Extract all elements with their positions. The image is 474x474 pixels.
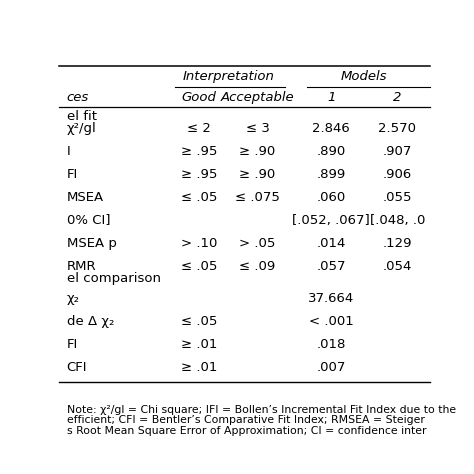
Text: ≤ 2: ≤ 2 (187, 121, 211, 135)
Text: 37.664: 37.664 (308, 292, 354, 305)
Text: .899: .899 (317, 167, 346, 181)
Text: .014: .014 (317, 237, 346, 249)
Text: ≥ .01: ≥ .01 (181, 338, 217, 351)
Text: χ₂: χ₂ (66, 292, 80, 305)
Text: ≥ .95: ≥ .95 (181, 167, 217, 181)
Text: .007: .007 (317, 361, 346, 374)
Text: > .05: > .05 (239, 237, 276, 249)
Text: .057: .057 (316, 259, 346, 273)
Text: ≤ 3: ≤ 3 (246, 121, 270, 135)
Text: el comparison: el comparison (66, 272, 161, 285)
Text: efficient; CFI = Bentler’s Comparative Fit Index; RMSEA = Steiger: efficient; CFI = Bentler’s Comparative F… (66, 415, 425, 425)
Text: .906: .906 (383, 167, 412, 181)
Text: [.052, .067]: [.052, .067] (292, 213, 370, 227)
Text: 2.846: 2.846 (312, 121, 350, 135)
Text: FI: FI (66, 338, 78, 351)
Text: < .001: < .001 (309, 315, 354, 328)
Text: .054: .054 (383, 259, 412, 273)
Text: I: I (66, 145, 70, 157)
Text: > .10: > .10 (181, 237, 217, 249)
Text: ≤ .05: ≤ .05 (181, 191, 217, 203)
Text: ≥ .95: ≥ .95 (181, 145, 217, 157)
Text: ces: ces (66, 91, 89, 104)
Text: MSEA p: MSEA p (66, 237, 117, 249)
Text: ≤ .075: ≤ .075 (235, 191, 280, 203)
Text: Acceptable: Acceptable (221, 91, 294, 104)
Text: ≤ .05: ≤ .05 (181, 315, 217, 328)
Text: RMR: RMR (66, 259, 96, 273)
Text: χ²/gl: χ²/gl (66, 121, 96, 135)
Text: 0% CI]: 0% CI] (66, 213, 110, 227)
Text: 2: 2 (393, 91, 401, 104)
Text: FI: FI (66, 167, 78, 181)
Text: Models: Models (341, 71, 387, 83)
Text: .129: .129 (383, 237, 412, 249)
Text: .890: .890 (317, 145, 346, 157)
Text: ≤ .09: ≤ .09 (239, 259, 276, 273)
Text: de Δ χ₂: de Δ χ₂ (66, 315, 114, 328)
Text: CFI: CFI (66, 361, 87, 374)
Text: s Root Mean Square Error of Approximation; CI = confidence inter: s Root Mean Square Error of Approximatio… (66, 426, 426, 436)
Text: el fit: el fit (66, 109, 97, 122)
Text: Note: χ²/gl = Chi square; IFI = Bollen’s Incremental Fit Index due to the: Note: χ²/gl = Chi square; IFI = Bollen’s… (66, 405, 456, 415)
Text: MSEA: MSEA (66, 191, 104, 203)
Text: .907: .907 (383, 145, 412, 157)
Text: [.048, .0: [.048, .0 (370, 213, 425, 227)
Text: 2.570: 2.570 (378, 121, 416, 135)
Text: .055: .055 (383, 191, 412, 203)
Text: .018: .018 (317, 338, 346, 351)
Text: ≥ .01: ≥ .01 (181, 361, 217, 374)
Text: ≤ .05: ≤ .05 (181, 259, 217, 273)
Text: Good: Good (182, 91, 216, 104)
Text: .060: .060 (317, 191, 346, 203)
Text: Interpretation: Interpretation (182, 71, 274, 83)
Text: 1: 1 (327, 91, 335, 104)
Text: ≥ .90: ≥ .90 (239, 145, 276, 157)
Text: ≥ .90: ≥ .90 (239, 167, 276, 181)
